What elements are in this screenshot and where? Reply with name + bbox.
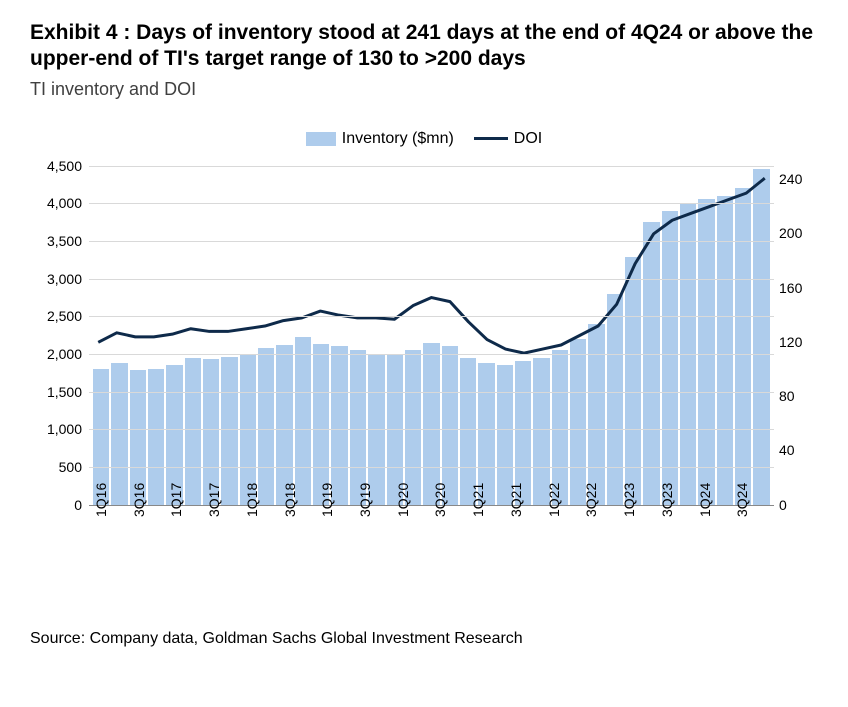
x-tick-label: 1Q21 <box>470 475 487 525</box>
x-tick-label: 1Q22 <box>546 475 563 525</box>
x-tick-label: 1Q17 <box>168 475 185 525</box>
x-tick-label: 1Q20 <box>395 475 412 525</box>
x-tick-label: 1Q16 <box>93 475 110 525</box>
legend-line-label: DOI <box>514 130 542 148</box>
y-left-tick: 3,000 <box>34 271 82 287</box>
grid-line <box>89 166 774 167</box>
grid-line <box>89 203 774 204</box>
x-tick-blank <box>150 475 167 700</box>
grid-line <box>89 316 774 317</box>
x-tick-blank <box>187 475 204 700</box>
x-tick-label: 3Q24 <box>734 475 751 525</box>
x-tick-label: 1Q19 <box>319 475 336 525</box>
y-left-tick: 4,000 <box>34 195 82 211</box>
y-left-tick: 2,000 <box>34 346 82 362</box>
x-tick-blank <box>715 475 732 700</box>
y-right-tick: 200 <box>779 225 814 241</box>
y-left-tick: 1,000 <box>34 421 82 437</box>
chart-container: Inventory ($mn) DOI 05001,0001,5002,0002… <box>34 130 814 610</box>
bar-swatch-icon <box>306 132 336 146</box>
y-right-tick: 40 <box>779 442 814 458</box>
y-right-tick: 120 <box>779 334 814 350</box>
y-left-tick: 3,500 <box>34 233 82 249</box>
x-tick-blank <box>300 475 317 700</box>
x-tick-blank <box>640 475 657 700</box>
legend-bar-label: Inventory ($mn) <box>342 130 454 148</box>
line-swatch-icon <box>474 137 508 140</box>
legend-item-doi: DOI <box>474 130 542 148</box>
x-tick-blank <box>225 475 242 700</box>
x-tick-label: 3Q20 <box>432 475 449 525</box>
x-tick-blank <box>753 475 770 700</box>
x-tick-blank <box>564 475 581 700</box>
grid-line <box>89 429 774 430</box>
y-right-tick: 80 <box>779 388 814 404</box>
x-tick-blank <box>414 475 431 700</box>
line-series <box>89 166 774 505</box>
grid-line <box>89 354 774 355</box>
grid-line <box>89 241 774 242</box>
grid-line <box>89 467 774 468</box>
y-right-tick: 240 <box>779 171 814 187</box>
x-tick-blank <box>489 475 506 700</box>
x-tick-blank <box>678 475 695 700</box>
exhibit-title: Exhibit 4 : Days of inventory stood at 2… <box>30 20 818 73</box>
y-left-tick: 1,500 <box>34 384 82 400</box>
x-tick-label: 3Q16 <box>131 475 148 525</box>
x-tick-label: 3Q19 <box>357 475 374 525</box>
exhibit-subtitle: TI inventory and DOI <box>30 79 818 100</box>
x-tick-label: 1Q23 <box>621 475 638 525</box>
plot-area: 05001,0001,5002,0002,5003,0003,5004,0004… <box>89 166 774 506</box>
x-tick-label: 3Q17 <box>206 475 223 525</box>
x-tick-blank <box>338 475 355 700</box>
x-tick-label: 3Q21 <box>508 475 525 525</box>
y-right-tick: 160 <box>779 280 814 296</box>
x-tick-blank <box>263 475 280 700</box>
legend: Inventory ($mn) DOI <box>34 130 814 148</box>
y-left-tick: 0 <box>34 497 82 513</box>
grid-line <box>89 279 774 280</box>
x-tick-label: 3Q18 <box>282 475 299 525</box>
y-left-tick: 500 <box>34 459 82 475</box>
x-tick-blank <box>451 475 468 700</box>
y-left-tick: 2,500 <box>34 308 82 324</box>
x-tick-blank <box>527 475 544 700</box>
x-tick-blank <box>112 475 129 700</box>
x-axis-labels: 1Q16 3Q16 1Q17 3Q17 1Q18 3Q18 1Q19 3Q19 1Q20 3Q20… <box>89 475 774 700</box>
grid-line <box>89 392 774 393</box>
x-tick-blank <box>602 475 619 700</box>
x-tick-label: 1Q24 <box>697 475 714 525</box>
x-tick-label: 3Q22 <box>583 475 600 525</box>
x-tick-label: 1Q18 <box>244 475 261 525</box>
x-tick-label: 3Q23 <box>659 475 676 525</box>
y-left-tick: 4,500 <box>34 158 82 174</box>
x-tick-blank <box>376 475 393 700</box>
y-right-tick: 0 <box>779 497 814 513</box>
legend-item-inventory: Inventory ($mn) <box>306 130 454 148</box>
